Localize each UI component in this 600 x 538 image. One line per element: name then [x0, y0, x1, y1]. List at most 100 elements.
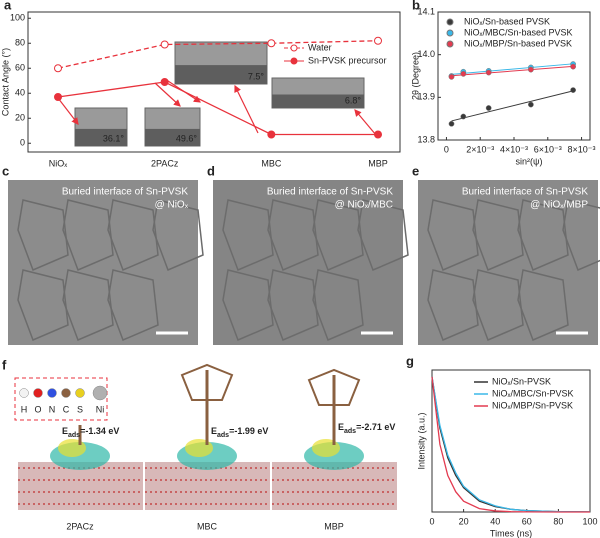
data-point: [460, 113, 467, 120]
x-axis-label: sin²(ψ): [516, 156, 543, 166]
panel-label: a: [4, 0, 12, 12]
grain: [427, 199, 479, 271]
legend-label: NiOₓ/MBC/Sn-PVSK: [492, 388, 573, 398]
data-point: [54, 64, 62, 73]
energy-symbol: E: [211, 426, 217, 436]
data-point: [528, 101, 534, 108]
x-tick-label: 0: [429, 516, 434, 526]
x-tick-label: 6×10⁻³: [534, 144, 562, 154]
grain: [17, 269, 69, 341]
legend-label: Water: [308, 42, 332, 52]
series-line: [57, 81, 378, 136]
element-marker: [75, 388, 85, 398]
annotation-arrow: [234, 84, 259, 134]
grain: [357, 199, 409, 271]
grain: [17, 199, 69, 271]
element-label: O: [34, 404, 41, 414]
x-tick-label: MBC: [261, 158, 282, 168]
image-caption: Buried interface of Sn-PVSK: [62, 187, 189, 198]
y-axis-label: Contact Angle (°): [0, 48, 10, 116]
x-axis-label: Times (ns): [490, 528, 532, 538]
element-legend-box: [14, 377, 108, 421]
element-label: Ni: [96, 404, 105, 414]
energy-subscript: ads: [217, 432, 229, 439]
y-tick-label: 14.0: [417, 49, 435, 59]
panel-label: d: [207, 163, 215, 178]
element-marker: [47, 388, 57, 398]
legend-label: NiOₓ/Sn-PVSK: [492, 376, 551, 386]
fit-line: [451, 90, 574, 122]
contact-angle-annotation: 36.1°: [103, 133, 125, 143]
legend-label: NiOₓ/MBP/Sn-PVSK: [492, 400, 573, 410]
data-point: [485, 105, 492, 111]
molecule-head: [307, 368, 361, 406]
x-tick-label: MBP: [368, 158, 388, 168]
grain: [267, 269, 319, 341]
y-tick-label: 80: [15, 38, 25, 48]
legend-marker: [446, 40, 454, 48]
element-marker: [33, 388, 43, 398]
legend-label: NiOₓ/MBC/Sn-based PVSK: [464, 27, 573, 37]
adsorption-energy: Eads=-2.71 eV: [338, 422, 395, 434]
sem-image: [213, 180, 403, 345]
molecule-head: [180, 363, 234, 401]
y-tick-label: 13.8: [417, 134, 435, 144]
data-point: [160, 78, 169, 86]
grain: [62, 199, 114, 271]
structure-name: MBC: [197, 521, 218, 531]
panel-label: c: [2, 163, 9, 178]
x-tick-label: 60: [522, 516, 532, 526]
grain: [427, 269, 479, 341]
legend-marker: [446, 29, 454, 37]
legend-marker: [290, 44, 298, 52]
x-tick-label: 80: [553, 516, 563, 526]
data-point: [570, 87, 576, 93]
energy-value: =-1.34 eV: [80, 426, 119, 436]
inset-substrate: [75, 128, 127, 146]
inset-substrate: [272, 94, 364, 108]
substrate-slab: [18, 462, 143, 510]
data-point: [267, 39, 276, 48]
data-point: [485, 69, 492, 76]
data-point: [460, 71, 467, 77]
data-point: [374, 36, 382, 45]
y-tick-label: 60: [15, 63, 25, 73]
charge-density: [58, 439, 86, 457]
y-axis-label: 2θ (Degree): [410, 52, 420, 100]
inset-substrate: [175, 65, 267, 84]
element-label: C: [63, 404, 70, 414]
energy-subscript: ads: [344, 428, 356, 435]
image-caption: Buried interface of Sn-PVSK: [267, 187, 394, 198]
structure-name: MBP: [324, 521, 344, 531]
fit-line: [451, 63, 574, 75]
y-tick-label: 40: [15, 88, 25, 98]
data-point: [448, 120, 455, 127]
x-tick-label: 4×10⁻³: [500, 144, 528, 154]
grain: [107, 269, 159, 341]
y-tick-label: 14.1: [417, 6, 435, 16]
substrate-slab: [145, 462, 270, 510]
data-point: [448, 74, 455, 80]
energy-value: =-2.71 eV: [356, 422, 395, 432]
x-tick-label: 2×10⁻³: [466, 144, 494, 154]
data-point: [54, 93, 62, 101]
x-tick-label: 100: [582, 516, 597, 526]
data-point: [528, 66, 534, 73]
element-marker: [61, 388, 71, 398]
element-label: N: [49, 404, 56, 414]
annotation-arrow: [154, 82, 181, 107]
data-point: [374, 130, 382, 139]
grain: [472, 269, 524, 341]
grain: [472, 199, 524, 271]
contact-angle-annotation: 7.5°: [248, 71, 265, 81]
y-tick-label: 0: [20, 138, 25, 148]
data-point: [160, 40, 169, 49]
x-tick-label: 2PACz: [151, 158, 179, 168]
data-point: [267, 130, 276, 139]
charge-density: [185, 439, 213, 457]
series-line: [431, 376, 591, 513]
series-line: [57, 40, 379, 69]
x-tick-label: 40: [490, 516, 500, 526]
grain: [517, 199, 569, 271]
